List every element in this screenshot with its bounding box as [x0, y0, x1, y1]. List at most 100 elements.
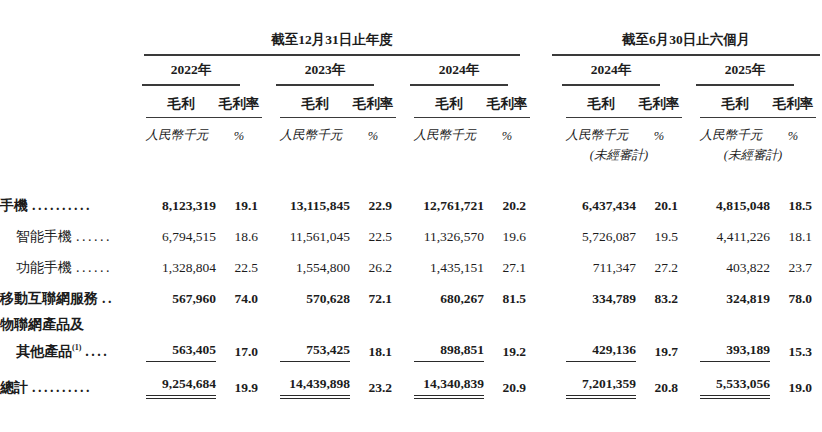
gross-profit-value-cell: 898,851	[400, 336, 484, 367]
margin-value-cell: 22.5	[216, 252, 266, 283]
group-gap	[534, 144, 552, 166]
cell-value: 26.2	[368, 260, 392, 275]
table-row: 手機..........8,123,31919.113,115,84522.91…	[0, 190, 820, 221]
gross-profit-value-cell: 5,533,056	[686, 367, 770, 399]
year-header-2025-interim: 2025年	[686, 56, 820, 86]
gross-profit-value-cell: 1,554,800	[266, 252, 350, 283]
empty-cell	[0, 26, 132, 56]
row-label-text: 移動互聯網服務	[0, 291, 98, 306]
unit-percent: %	[350, 118, 400, 144]
year-label: 2024年	[562, 61, 660, 86]
gross-profit-value-cell: 7,201,359	[552, 367, 636, 399]
gross-profit-value-cell: 5,726,087	[552, 221, 636, 252]
margin-value-cell: 23.2	[350, 367, 400, 399]
year-header-2024: 2024年	[400, 56, 534, 86]
cell-value: 19.5	[654, 229, 678, 244]
cell-value: 19.0	[788, 380, 812, 395]
margin-value-cell: 19.2	[484, 336, 534, 367]
row-label: 手機..........	[0, 190, 132, 221]
margin-value-cell: 78.0	[770, 283, 820, 314]
cell-value: 19.1	[234, 198, 258, 213]
gross-profit-value-cell: 570,628	[266, 283, 350, 314]
cell-value: 19.9	[234, 380, 258, 395]
cell-value: 403,822	[726, 260, 770, 275]
cell-value: 74.0	[234, 291, 258, 306]
row-label: 智能手機......	[0, 221, 132, 252]
gross-profit-table: 截至12月31日止年度 截至6月30日止六個月 2022年 2023年 2024…	[0, 26, 820, 399]
cell-value: 6,437,434	[582, 198, 636, 213]
table-header: 截至12月31日止年度 截至6月30日止六個月 2022年 2023年 2024…	[0, 26, 820, 190]
group-gap	[534, 283, 552, 314]
margin-value-cell: 17.0	[216, 336, 266, 367]
gross-profit-value-cell	[686, 314, 770, 336]
cell-value: 19.6	[502, 229, 526, 244]
margin-value-cell: 23.7	[770, 252, 820, 283]
unit-percent: %	[484, 118, 534, 144]
unit-percent: %	[636, 118, 686, 144]
year-label: 2023年	[276, 61, 374, 86]
interim-group-header: 截至6月30日止六個月	[552, 26, 820, 56]
cell-value: 429,136	[566, 342, 636, 362]
cell-value: 393,189	[700, 342, 770, 362]
gross-profit-value-cell: 11,326,570	[400, 221, 484, 252]
row-label: 總計..........	[0, 367, 132, 399]
gross-profit-value-cell: 563,405	[132, 336, 216, 367]
margin-value-cell: 22.5	[350, 221, 400, 252]
group-gap	[534, 56, 552, 86]
col-header-margin: 毛利率	[770, 86, 820, 118]
period-group-row: 截至12月31日止年度 截至6月30日止六個月	[0, 26, 820, 56]
row-label: 物聯網產品及	[0, 314, 132, 336]
cell-value: 1,435,151	[430, 260, 484, 275]
interim-group-title: 截至6月30日止六個月	[552, 31, 820, 56]
cell-value: 680,267	[440, 291, 484, 306]
row-label: 移動互聯網服務..	[0, 283, 132, 314]
dot-leader: ..........	[32, 198, 92, 213]
unit-currency: 人民幣千元	[266, 118, 350, 144]
footnote-marker: (1)	[72, 343, 81, 352]
table-row: 移動互聯網服務..567,96074.0570,62872.1680,26781…	[0, 283, 820, 314]
margin-value-cell: 19.6	[484, 221, 534, 252]
row-label-text: 其他產品	[16, 344, 72, 359]
margin-value-cell	[636, 314, 686, 336]
gross-profit-value-cell: 9,254,684	[132, 367, 216, 399]
cell-value: 22.5	[234, 260, 258, 275]
margin-value-cell: 19.9	[216, 367, 266, 399]
col-header-gross-profit: 毛利	[552, 86, 636, 118]
margin-value-cell	[216, 314, 266, 336]
unit-percent: %	[216, 118, 266, 144]
empty-cell	[0, 144, 132, 166]
cell-value: 4,411,226	[717, 229, 771, 244]
col-header-gross-profit: 毛利	[266, 86, 350, 118]
margin-value-cell: 15.3	[770, 336, 820, 367]
gross-profit-value-cell: 680,267	[400, 283, 484, 314]
gross-profit-value-cell: 14,340,839	[400, 367, 484, 399]
cell-value: 23.7	[788, 260, 812, 275]
margin-value-cell: 27.1	[484, 252, 534, 283]
cell-value: 18.1	[368, 344, 392, 359]
cell-value: 20.1	[654, 198, 678, 213]
gross-profit-value-cell: 8,123,319	[132, 190, 216, 221]
margin-value-cell: 18.5	[770, 190, 820, 221]
unit-percent: %	[770, 118, 820, 144]
cell-value: 9,254,684	[146, 376, 216, 399]
unit-currency: 人民幣千元	[686, 118, 770, 144]
cell-value: 19.2	[502, 344, 526, 359]
empty-cell	[132, 144, 534, 166]
dot-leader: ......	[76, 260, 112, 275]
group-gap	[534, 367, 552, 399]
gross-profit-value-cell	[400, 314, 484, 336]
cell-value: 5,726,087	[582, 229, 636, 244]
row-label: 功能手機......	[0, 252, 132, 283]
margin-value-cell: 20.9	[484, 367, 534, 399]
col-header-margin: 毛利率	[636, 86, 686, 118]
unit-currency: 人民幣千元	[132, 118, 216, 144]
row-label-text: 手機	[0, 198, 28, 213]
cell-value: 14,439,898	[280, 376, 350, 399]
unaudited-note: (未經審計)	[686, 144, 820, 166]
document-page: 截至12月31日止年度 截至6月30日止六個月 2022年 2023年 2024…	[0, 0, 822, 432]
cell-value: 1,554,800	[296, 260, 350, 275]
margin-value-cell: 81.5	[484, 283, 534, 314]
cell-value: 8,123,319	[162, 198, 216, 213]
gross-profit-value-cell: 567,960	[132, 283, 216, 314]
cell-value: 20.9	[502, 380, 526, 395]
